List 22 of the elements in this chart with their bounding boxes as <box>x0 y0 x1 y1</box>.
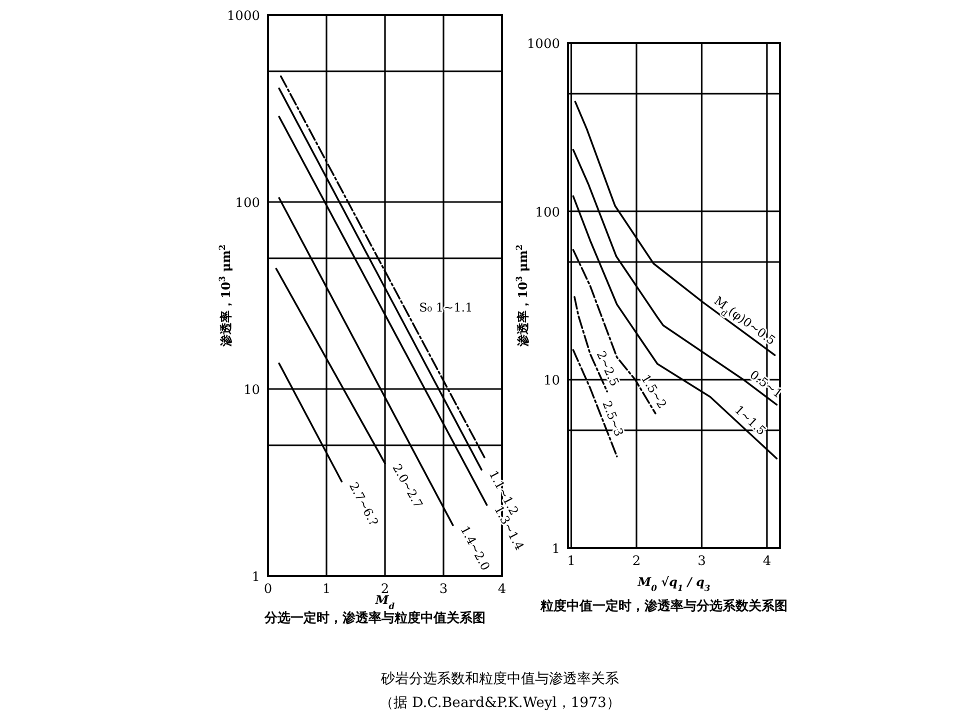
y-tick-label: 100 <box>535 205 560 220</box>
y-tick-label: 1000 <box>526 37 560 52</box>
text: 粒度中值一定时，渗透率与分选系数关系图 <box>540 598 788 614</box>
text: 砂岩分选系数和粒度中值与渗透率关系 <box>380 671 619 687</box>
y-tick-label: 1 <box>252 570 260 585</box>
x-tick-label: 1 <box>322 582 331 597</box>
y-tick-label: 100 <box>235 196 260 211</box>
y-tick-label: 1000 <box>226 9 260 24</box>
x-tick-label: 0 <box>264 582 272 597</box>
x-tick-label: 3 <box>439 582 448 597</box>
x-tick-label: 4 <box>498 582 506 597</box>
x-tick-label: 1 <box>567 554 576 569</box>
y-tick-label: 1 <box>552 542 560 557</box>
x-tick-label: 3 <box>698 554 706 569</box>
text: （据 D.C.Beard&P.K.Weyl，1973） <box>380 695 620 711</box>
x-tick-label: 2 <box>632 554 641 569</box>
text: 分选一定时，渗透率与粒度中值关系图 <box>264 610 486 626</box>
x-tick-label: 4 <box>762 554 772 569</box>
y-tick-label: 10 <box>243 383 260 398</box>
x-axis-title: M$_{0}$ √q$_{1}$ / q$_{3}$ <box>636 575 710 593</box>
x-axis-title: M$_{d}$ <box>374 593 395 611</box>
y-tick-label: 10 <box>543 374 560 389</box>
